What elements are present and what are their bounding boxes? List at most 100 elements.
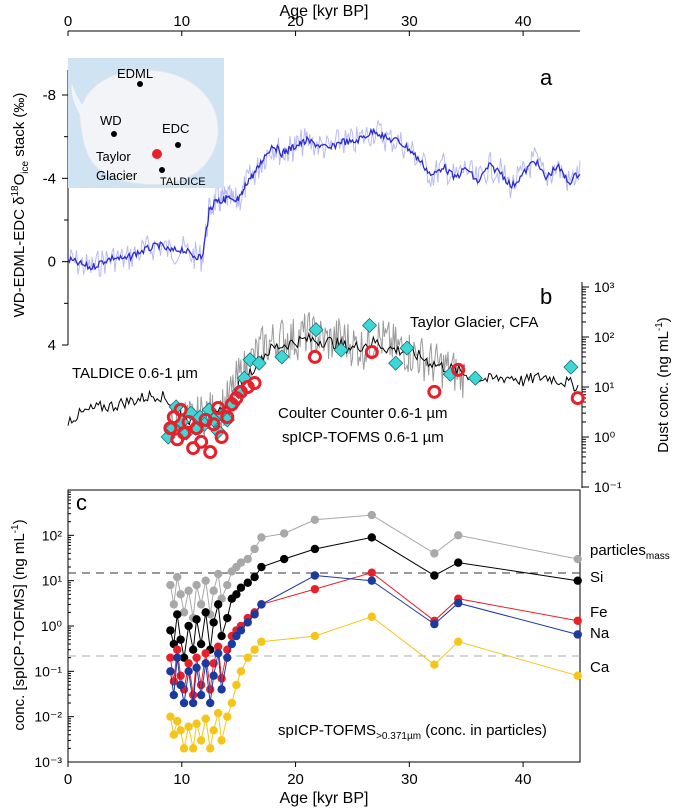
spicp-marker [220,410,235,425]
particles-mass-marker [166,580,175,590]
si-marker [173,610,182,619]
top-axis: 0 10 20 30 40 Age [kyr BP] [64,3,580,36]
si-marker [201,608,210,617]
ca-marker [310,631,320,641]
ca-marker [206,744,215,753]
si-marker [179,653,189,662]
ca-marker [367,612,376,621]
si-marker [573,576,582,585]
particles-mass-marker [209,586,218,595]
coulter-marker [361,317,378,334]
particles-mass-marker [279,529,289,538]
na-marker [430,619,439,629]
particles-mass-marker [184,586,193,595]
ca-marker [184,722,193,731]
fe-marker [201,649,210,658]
panel-a-series [67,120,581,277]
particles-mass-marker [196,600,206,609]
si-marker [176,635,185,644]
particles-mass-marker [169,600,179,609]
panel-c-x-ticks: 0 10 20 30 40 [64,762,531,788]
particles-mass-marker [243,554,252,564]
ca-marker [573,671,582,680]
ca-marker [213,708,223,718]
spicp-marker [189,421,204,436]
na-marker [184,667,193,676]
panel-c-y-ticks: 10² 10¹ 10⁰ 10⁻¹ 10⁻² 10⁻³ [34,491,74,770]
ca-marker [188,744,198,753]
spicp-marker [194,434,209,449]
spicp-marker [451,362,466,377]
si-marker [257,562,266,572]
spicp-marker [211,401,226,416]
panel-b-y-tick-label: 10⁰ [594,429,616,445]
ca-marker [227,698,237,708]
na-marker [243,618,252,627]
ca-marker [232,680,241,690]
coulter-marker [333,342,349,358]
si-marker [243,578,252,587]
panel-b-series [67,312,585,460]
top-axis-tick-label: 40 [515,13,532,30]
label-fe: Fe [590,604,608,621]
site-taldice-label: TALDICE [160,176,206,188]
panel-a-y-tick-label: -4 [43,170,56,187]
particles-mass-marker [213,569,223,579]
panel-b-y-tick-label: 10² [594,329,615,345]
fe-marker [573,616,582,626]
na-marker [179,698,189,708]
spicp-marker [570,391,585,406]
panel-c-y-tick-label: 10⁰ [41,618,63,634]
ca-marker [257,637,266,646]
fe-marker [188,690,198,700]
top-axis-ticks: 0 10 20 30 40 [64,13,532,36]
fe-marker [367,568,376,577]
fe-marker [184,659,193,668]
fe-marker [192,653,201,662]
top-axis-tick-label: 20 [287,13,304,30]
fe-marker [213,642,223,651]
ca-marker [166,712,175,721]
si-marker [223,613,232,623]
panel-a: -8 -4 0 4 a WD-EDML-EDC δ18Oice stack (‰) E… [10,58,581,354]
spicp-marker [206,417,221,432]
na-marker [176,680,185,690]
na-marker [213,649,223,658]
si-marker [188,645,198,654]
panel-a-letter: a [540,65,553,90]
si-marker [213,600,223,609]
panel-a-y-tick-label: -8 [43,87,56,104]
panel-c-y-tick-label: 10² [42,527,63,543]
site-edml-label: EDML [117,66,153,81]
panel-c-y-tick-label: 10¹ [42,573,63,589]
legend-cfa: Taylor Glacier, CFA [410,314,538,331]
legend-taldice: TALDICE 0.6-1 µm [72,365,198,382]
coulter-marker [274,349,290,365]
site-edc-label: EDC [162,121,189,136]
si-marker [196,639,206,649]
na-marker [192,663,201,672]
label-si: Si [590,569,603,586]
top-axis-label: Age [kyr BP] [280,3,369,20]
fe-marker [196,680,206,690]
na-marker [166,667,175,676]
si-marker [192,615,201,624]
label-ca: Ca [590,659,610,676]
map-continent [79,69,219,186]
panel-b-y-tick-label: 10¹ [594,379,615,395]
na-marker [232,631,241,641]
na-marker [196,690,206,700]
coulter-marker [563,359,579,375]
panel-c-y-tick-label: 10⁻¹ [34,663,62,679]
panel-c-x-tick-label: 20 [287,771,304,788]
coulter-marker [251,355,267,371]
legend-coulter: Coulter Counter 0.6-1 µm [278,405,448,422]
panel-a-y-tick-label: 0 [48,254,56,271]
spicp-marker [307,349,322,364]
coulter-marker [388,355,404,371]
spicp-marker [173,402,188,417]
na-marker [188,698,198,708]
site-taylor-label-2: Glacier [96,168,138,183]
na-marker [209,671,218,680]
